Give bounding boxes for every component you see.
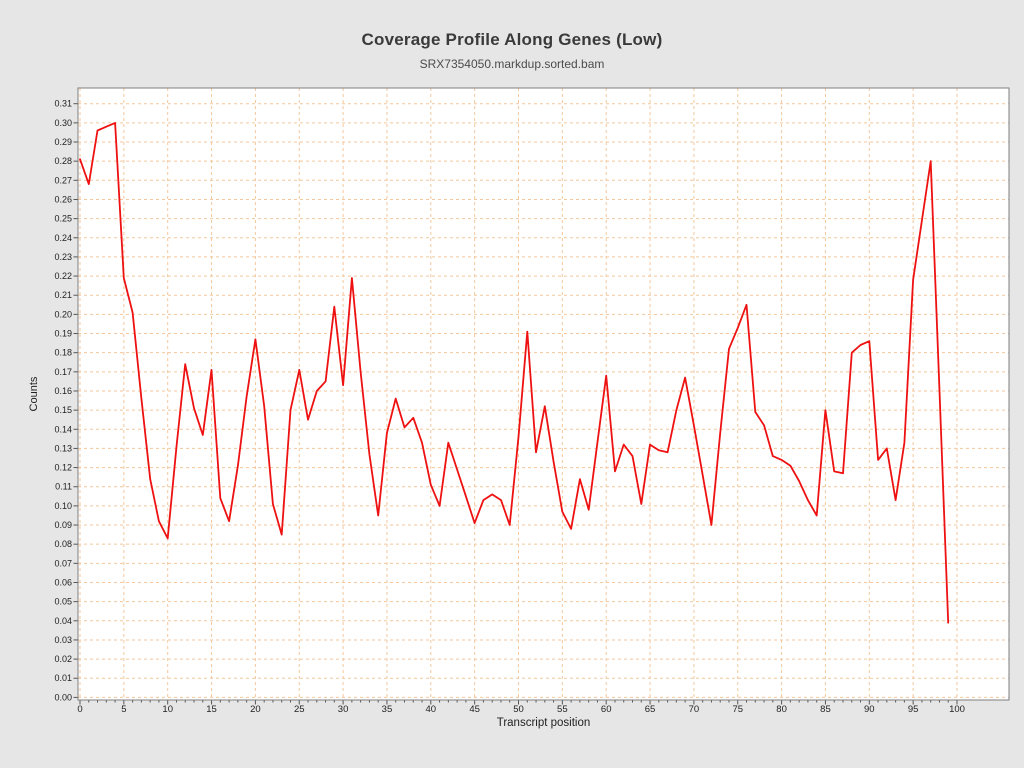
y-tick-label: 0.16 xyxy=(54,386,72,396)
x-tick-label: 10 xyxy=(162,704,173,715)
y-tick-label: 0.01 xyxy=(54,673,72,683)
y-tick-label: 0.06 xyxy=(54,577,72,587)
y-tick-label: 0.02 xyxy=(54,654,72,664)
y-tick-label: 0.30 xyxy=(54,118,72,128)
y-tick-label: 0.08 xyxy=(54,539,72,549)
axis-ticks xyxy=(73,103,958,705)
y-tick-label: 0.11 xyxy=(55,482,72,492)
y-tick-label: 0.00 xyxy=(54,692,72,702)
chart-subtitle: SRX7354050.markdup.sorted.bam xyxy=(419,57,605,71)
x-tick-label: 45 xyxy=(469,704,480,715)
x-tick-label: 35 xyxy=(382,704,393,715)
axis-labels: 0.00 0.01 0.02 0.03 0.04 0.05 0.06 0.07 0.08 0.09… xyxy=(28,99,965,729)
y-tick-label: 0.03 xyxy=(54,635,72,645)
y-axis-title: Counts xyxy=(28,376,40,411)
y-tick-label: 0.17 xyxy=(54,367,72,377)
x-tick-label: 100 xyxy=(949,704,965,715)
y-tick-label: 0.29 xyxy=(54,137,72,147)
y-tick-label: 0.10 xyxy=(54,501,72,511)
x-tick-label: 25 xyxy=(294,704,305,715)
x-tick-label: 85 xyxy=(820,704,831,715)
x-tick-label: 30 xyxy=(338,704,349,715)
y-tick-label: 0.21 xyxy=(54,290,72,300)
y-tick-label: 0.09 xyxy=(54,520,72,530)
y-tick-label: 0.22 xyxy=(54,271,72,281)
x-tick-label: 75 xyxy=(732,704,743,715)
y-tick-label: 0.04 xyxy=(54,616,72,626)
x-tick-label: 20 xyxy=(250,704,261,715)
plot-border xyxy=(77,87,1010,701)
x-tick-label: 90 xyxy=(864,704,875,715)
x-tick-label: 40 xyxy=(426,704,437,715)
x-tick-label: 60 xyxy=(601,704,612,715)
x-axis-title: Transcript position xyxy=(497,717,591,729)
x-tick-label: 70 xyxy=(689,704,700,715)
y-tick-label: 0.14 xyxy=(54,424,72,434)
y-tick-label: 0.31 xyxy=(54,99,72,109)
x-tick-label: 65 xyxy=(645,704,656,715)
y-tick-label: 0.07 xyxy=(54,558,72,568)
y-tick-label: 0.25 xyxy=(54,214,72,224)
y-tick-label: 0.05 xyxy=(54,597,72,607)
y-tick-label: 0.24 xyxy=(54,233,72,243)
y-tick-label: 0.19 xyxy=(54,329,72,339)
gridlines xyxy=(78,88,1009,700)
x-tick-label: 15 xyxy=(206,704,217,715)
y-tick-label: 0.13 xyxy=(54,443,72,453)
y-tick-label: 0.12 xyxy=(54,463,72,473)
y-tick-label: 0.18 xyxy=(54,348,72,358)
y-tick-label: 0.26 xyxy=(54,194,72,204)
y-tick-label: 0.28 xyxy=(54,156,72,166)
y-tick-label: 0.23 xyxy=(54,252,72,262)
x-tick-label: 0 xyxy=(77,704,82,715)
x-tick-label: 95 xyxy=(908,704,919,715)
x-tick-label: 80 xyxy=(776,704,787,715)
chart-title: Coverage Profile Along Genes (Low) xyxy=(361,30,663,49)
plot-area xyxy=(78,88,1009,700)
x-tick-label: 5 xyxy=(121,704,126,715)
x-tick-label: 50 xyxy=(513,704,524,715)
y-tick-label: 0.27 xyxy=(54,175,72,185)
y-tick-label: 0.20 xyxy=(54,309,72,319)
x-tick-label: 55 xyxy=(557,704,568,715)
series-line xyxy=(79,122,950,624)
y-tick-label: 0.15 xyxy=(54,405,72,415)
